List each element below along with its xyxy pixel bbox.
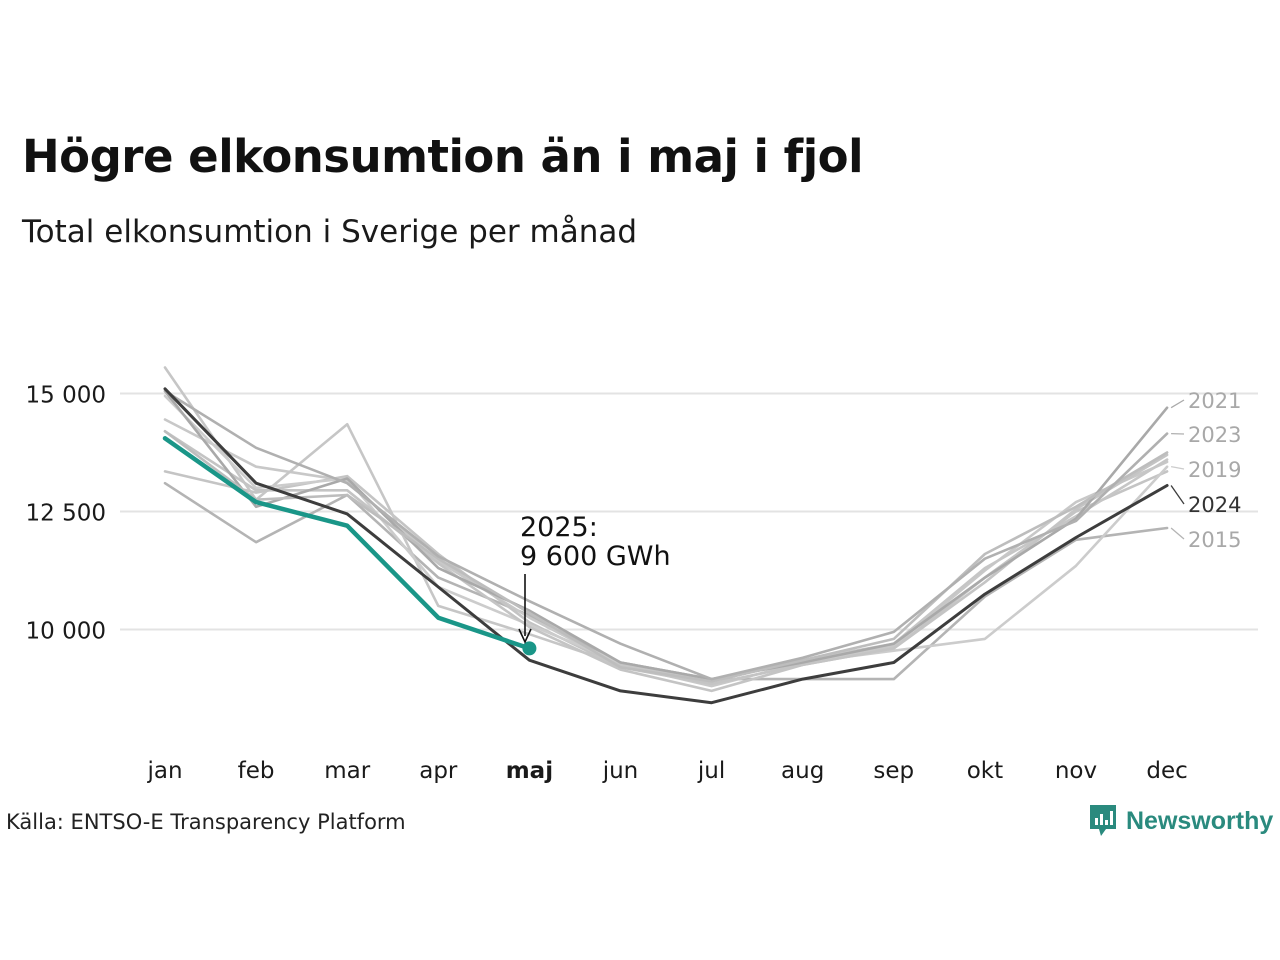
series-line-2022 xyxy=(163,429,1169,683)
y-tick-label: 15 000 xyxy=(26,383,106,409)
label-leader-2024 xyxy=(1170,485,1185,505)
series-line-2018 xyxy=(163,366,1169,683)
series-label-2021: 2021 xyxy=(1188,389,1241,413)
label-leader-2019 xyxy=(1170,466,1185,470)
chart-title: Högre elkonsumtion än i maj i fjol xyxy=(22,130,864,183)
series-line-2021 xyxy=(163,389,1169,681)
series-labels: 2015 2019 2021 2023 2024 xyxy=(1170,389,1241,552)
series-endpoint-2025 xyxy=(522,641,537,656)
series-lines xyxy=(162,366,1169,705)
y-tick-label: 10 000 xyxy=(26,619,106,645)
series-label-2023: 2023 xyxy=(1188,423,1241,447)
series-line-2015 xyxy=(163,481,1169,681)
annotation-arrow-head xyxy=(518,628,532,644)
x-axis: jan feb mar apr maj jun jul aug sep okt nov dec xyxy=(146,758,1187,784)
x-tick-label-jun: jun xyxy=(602,758,639,784)
annotation: 2025: 9 600 GWh xyxy=(518,512,671,644)
x-tick-label-sep: sep xyxy=(873,758,914,784)
annotation-value: 9 600 GWh xyxy=(520,541,671,572)
label-leader-2015 xyxy=(1170,527,1185,540)
x-tick-label-jan: jan xyxy=(146,758,182,784)
chart-subtitle: Total elkonsumtion i Sverige per månad xyxy=(22,214,638,250)
label-leader-2021 xyxy=(1170,399,1185,409)
x-tick-label-okt: okt xyxy=(967,758,1003,784)
x-tick-label-dec: dec xyxy=(1146,758,1187,784)
x-tick-label-jul: jul xyxy=(697,758,725,784)
newsworthy-icon xyxy=(1090,805,1116,836)
x-tick-label-feb: feb xyxy=(238,758,275,784)
series-label-2024: 2024 xyxy=(1188,493,1241,517)
brand-logo: Newsworthy xyxy=(1088,803,1273,839)
series-line-2025 xyxy=(162,436,532,651)
series-line-2023 xyxy=(163,389,1169,681)
x-tick-label-aug: aug xyxy=(781,758,824,784)
brand-name: Newsworthy xyxy=(1126,806,1274,835)
x-tick-label-maj: maj xyxy=(506,758,553,784)
series-line-2020 xyxy=(163,429,1169,693)
x-tick-label-mar: mar xyxy=(324,758,370,784)
series-label-2015: 2015 xyxy=(1188,528,1241,552)
x-tick-label-nov: nov xyxy=(1055,758,1097,784)
series-label-2019: 2019 xyxy=(1188,458,1241,482)
series-line-2024 xyxy=(163,387,1169,705)
x-tick-label-apr: apr xyxy=(419,758,458,784)
annotation-year: 2025: xyxy=(520,512,598,543)
source-note: Källa: ENTSO-E Transparency Platform xyxy=(6,810,406,834)
y-axis: 10 000 12 500 15 000 xyxy=(26,383,106,645)
y-tick-label: 12 500 xyxy=(26,501,106,527)
